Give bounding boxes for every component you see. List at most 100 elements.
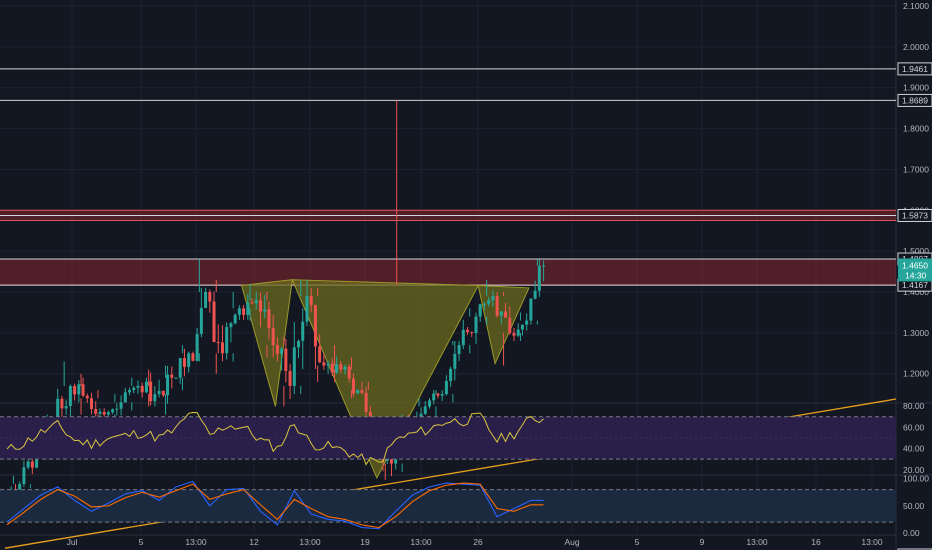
candle-body xyxy=(508,317,512,333)
stochastic-pane: 100.00 50.00 0.00 xyxy=(0,474,929,538)
candle-body xyxy=(229,323,233,328)
resistance-zone xyxy=(0,259,896,286)
rsi-tick-label: 20.00 xyxy=(903,465,925,475)
candle-body xyxy=(499,311,503,316)
stoch-tick-label: 50.00 xyxy=(903,501,925,511)
candle-body xyxy=(68,385,72,407)
candle-body xyxy=(495,296,499,316)
price-tick-label: 1.5000 xyxy=(903,246,929,256)
price-tick-label: 1.7000 xyxy=(903,164,929,174)
candle-body xyxy=(204,291,208,308)
candle-body xyxy=(487,300,491,304)
candle-body xyxy=(220,342,224,354)
rsi-tick-label: 60.00 xyxy=(903,422,925,432)
candle-body xyxy=(170,374,174,378)
time-axis[interactable]: Jul 5 13:00 12 13:00 19 13:00 26 Aug 5 9 13:00 16 13:… xyxy=(67,537,883,547)
last-price-countdown: 14:30 xyxy=(905,270,927,280)
candle-body xyxy=(457,345,461,354)
level-price-tag-text: 1.4167 xyxy=(902,280,928,290)
candle-body xyxy=(271,328,275,346)
candle-body xyxy=(250,302,254,304)
candle-body xyxy=(132,387,136,391)
candle-body xyxy=(537,265,541,291)
candle-body xyxy=(195,333,199,361)
candle-body xyxy=(305,296,309,322)
time-tick-label: Aug xyxy=(564,537,579,547)
level-price-tag xyxy=(897,208,932,222)
candle-body xyxy=(259,300,262,312)
candle-body xyxy=(491,296,495,301)
candle-body xyxy=(237,308,241,315)
last-price-value: 1.4650 xyxy=(902,260,928,270)
level-price-tag-text: 1.9461 xyxy=(902,64,928,74)
candle-body xyxy=(428,400,431,407)
price-tick-label: 2.0000 xyxy=(903,42,929,52)
candle-body xyxy=(56,398,60,427)
candle-body xyxy=(347,366,351,379)
candle-body xyxy=(111,409,115,413)
candle-body xyxy=(106,412,110,415)
candle-body xyxy=(94,409,98,414)
candle-body xyxy=(356,390,360,394)
candle-body xyxy=(60,398,64,409)
candle-body xyxy=(516,329,520,336)
candle-body xyxy=(474,316,478,333)
candle-body xyxy=(322,362,326,366)
level-price-tag xyxy=(897,548,932,550)
last-price-tag xyxy=(898,258,932,282)
candle-body xyxy=(212,301,216,343)
candle-body xyxy=(364,392,368,412)
candle-body xyxy=(444,381,448,395)
time-tick-label: 16 xyxy=(811,537,821,547)
candle-body xyxy=(22,467,26,485)
time-tick-label: 13:00 xyxy=(185,537,207,547)
candle-body xyxy=(81,384,85,396)
candle-body xyxy=(18,484,22,492)
candle-body xyxy=(225,327,229,354)
candle-body xyxy=(520,324,524,330)
candle-body xyxy=(216,342,220,344)
candle-body xyxy=(288,371,292,386)
candle-body xyxy=(174,377,178,379)
level-price-tag-text: 1.5873 xyxy=(902,210,928,220)
candle-body xyxy=(453,353,457,369)
candle-body xyxy=(30,461,34,468)
candle-body xyxy=(339,364,343,370)
stoch-d-line xyxy=(6,482,544,529)
candle-body xyxy=(512,332,516,336)
candle-body xyxy=(292,347,296,386)
level-price-tag xyxy=(897,93,932,107)
candle-body xyxy=(187,353,191,367)
candle-body xyxy=(478,304,482,317)
candle-body xyxy=(64,406,68,409)
price-tick-label: 1.8000 xyxy=(903,124,929,134)
price-tick-label: 1.4000 xyxy=(903,287,929,297)
candle-body xyxy=(208,291,212,302)
candle-body xyxy=(326,363,330,366)
time-tick-label: Jul xyxy=(67,537,78,547)
candle-body xyxy=(119,402,123,409)
candle-body xyxy=(73,385,77,395)
candle-body xyxy=(309,296,313,306)
candle-body xyxy=(335,364,339,373)
candle-body xyxy=(98,411,102,414)
candle-body xyxy=(423,406,427,414)
candle-body xyxy=(191,353,195,361)
rsi-pane: 80.00 60.00 40.00 20.00 xyxy=(0,401,925,475)
candle-body xyxy=(436,393,440,396)
candle-body xyxy=(313,305,317,347)
time-tick-label: 12 xyxy=(249,537,259,547)
candle-body xyxy=(77,384,81,395)
candle-body xyxy=(166,374,170,396)
level-price-tag-text: 1.8689 xyxy=(902,95,928,105)
rsi-tick-label: 80.00 xyxy=(903,401,925,411)
stoch-tick-label: 100.00 xyxy=(903,474,929,484)
candle-body xyxy=(330,363,334,373)
candle-body xyxy=(301,321,305,341)
time-tick-label: 9 xyxy=(700,537,705,547)
price-axis[interactable]: 2.10002.00001.90001.80001.70001.60001.50… xyxy=(897,1,932,550)
candle-body xyxy=(128,390,132,393)
candle-body xyxy=(115,408,119,410)
candle-body xyxy=(140,385,144,393)
